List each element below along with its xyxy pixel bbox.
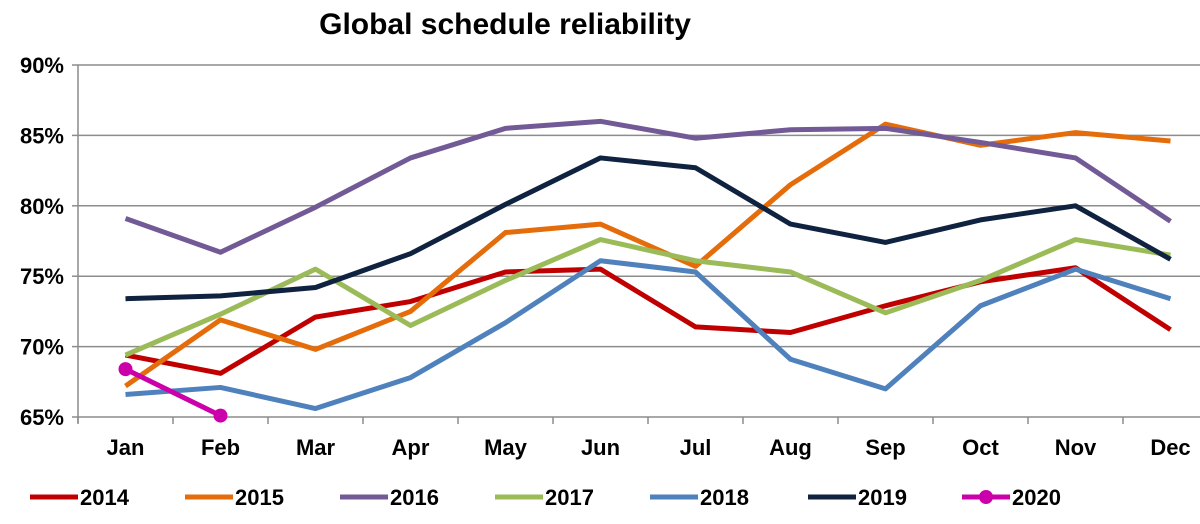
series-line-2020 bbox=[124, 366, 222, 418]
y-tick-label: 90% bbox=[20, 53, 64, 78]
chart-title: Global schedule reliability bbox=[319, 8, 691, 41]
series-line-2016 bbox=[124, 118, 1172, 255]
x-tick-label: Aug bbox=[769, 435, 812, 460]
legend-label-2014: 2014 bbox=[80, 485, 130, 510]
data-point-2020 bbox=[213, 408, 228, 423]
x-tick-label: May bbox=[484, 435, 528, 460]
legend-label-2017: 2017 bbox=[545, 485, 594, 510]
x-tick-label: Feb bbox=[201, 435, 240, 460]
legend-label-2018: 2018 bbox=[700, 485, 749, 510]
x-tick-label: Apr bbox=[392, 435, 430, 460]
x-tick-label: Nov bbox=[1055, 435, 1097, 460]
legend-label-2015: 2015 bbox=[235, 485, 284, 510]
legend-label-2020: 2020 bbox=[1012, 485, 1061, 510]
series-line-2018 bbox=[125, 258, 1172, 412]
legend-marker-2020 bbox=[979, 490, 993, 504]
y-tick-label: 75% bbox=[20, 264, 64, 289]
x-tick-label: Jul bbox=[680, 435, 712, 460]
x-tick-label: Jun bbox=[581, 435, 620, 460]
y-tick-label: 65% bbox=[20, 405, 64, 430]
x-tick-label: Dec bbox=[1150, 435, 1190, 460]
y-tick-label: 80% bbox=[20, 194, 64, 219]
y-tick-label: 70% bbox=[20, 335, 64, 360]
x-tick-label: Jan bbox=[107, 435, 145, 460]
series-line-2017 bbox=[124, 237, 1171, 358]
data-point-2020 bbox=[118, 362, 133, 377]
legend-label-2016: 2016 bbox=[390, 485, 439, 510]
legend-label-2019: 2019 bbox=[858, 485, 907, 510]
x-tick-label: Mar bbox=[296, 435, 336, 460]
series-line-2014 bbox=[125, 265, 1172, 376]
x-tick-label: Sep bbox=[865, 435, 905, 460]
x-tick-label: Oct bbox=[962, 435, 999, 460]
series-line-2019 bbox=[125, 155, 1172, 302]
y-tick-label: 85% bbox=[20, 123, 64, 148]
